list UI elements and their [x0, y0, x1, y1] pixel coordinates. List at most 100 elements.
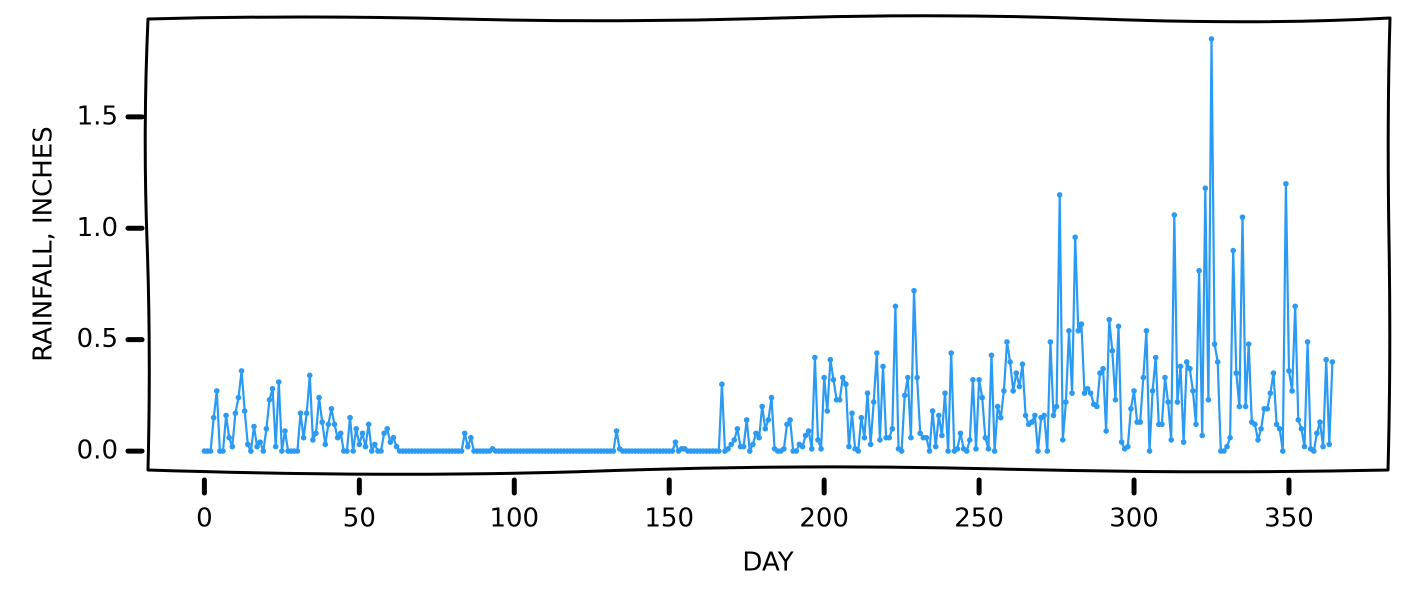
data-point	[1258, 425, 1264, 432]
data-point	[784, 421, 790, 428]
data-point	[1214, 359, 1221, 365]
data-point	[1320, 443, 1326, 450]
data-point	[781, 446, 787, 452]
data-point	[870, 399, 877, 405]
x-tick-label: 0	[196, 504, 213, 534]
data-point	[824, 408, 831, 414]
data-point	[917, 430, 924, 437]
data-point	[1279, 448, 1286, 454]
data-point	[1069, 390, 1075, 396]
data-point	[1276, 425, 1283, 432]
data-point	[331, 421, 338, 428]
data-point	[372, 441, 378, 448]
data-point	[1177, 363, 1184, 370]
data-point	[967, 437, 973, 443]
data-point	[232, 410, 239, 416]
data-point	[387, 439, 394, 445]
data-point	[1180, 439, 1187, 445]
data-point	[1255, 437, 1261, 443]
data-point	[1199, 432, 1206, 439]
data-point	[812, 354, 818, 361]
data-point	[750, 441, 756, 448]
data-point	[1230, 247, 1237, 254]
data-point	[839, 374, 846, 381]
data-point	[325, 421, 332, 428]
data-point	[889, 425, 896, 432]
x-axis-label: DAY	[742, 548, 793, 578]
data-point	[1289, 388, 1295, 394]
data-point	[350, 448, 356, 454]
data-point	[300, 434, 307, 441]
data-point	[1063, 399, 1069, 405]
data-point	[1208, 36, 1215, 42]
data-point	[272, 443, 279, 450]
data-point	[1270, 370, 1277, 376]
data-point	[244, 441, 251, 448]
data-point	[976, 376, 982, 383]
data-point	[734, 425, 741, 432]
data-point	[269, 385, 276, 392]
data-point	[1292, 303, 1298, 310]
data-point	[997, 414, 1004, 421]
data-point	[1239, 214, 1246, 220]
data-point	[393, 443, 400, 450]
data-point	[226, 434, 232, 441]
data-point	[1109, 348, 1116, 354]
data-point	[384, 425, 391, 432]
data-point	[1174, 399, 1181, 405]
data-point	[1004, 339, 1010, 345]
data-point	[1087, 390, 1094, 396]
data-point	[846, 443, 852, 450]
data-point	[368, 448, 375, 454]
data-point	[1103, 428, 1109, 434]
data-point	[238, 368, 245, 374]
data-point	[1007, 359, 1013, 365]
data-point	[963, 448, 970, 454]
axes-frame	[143, 14, 1392, 476]
data-point	[715, 448, 722, 454]
data-point	[725, 446, 731, 452]
data-point	[802, 432, 809, 439]
data-point	[303, 410, 310, 416]
data-point	[1081, 390, 1088, 396]
data-point	[991, 448, 998, 454]
data-point	[365, 421, 372, 428]
data-point	[362, 443, 369, 450]
data-point	[610, 448, 617, 454]
data-point	[279, 448, 285, 454]
data-point	[1314, 430, 1320, 437]
data-line	[204, 37, 1334, 453]
data-point	[855, 448, 862, 454]
x-tick-label: 250	[954, 504, 1004, 534]
data-point	[1059, 437, 1066, 443]
data-point	[970, 376, 976, 383]
data-point	[1267, 390, 1274, 396]
data-point	[861, 434, 868, 441]
data-point	[1196, 267, 1202, 274]
data-point	[836, 397, 843, 403]
data-point	[827, 356, 834, 363]
data-point	[994, 403, 1001, 410]
data-point	[1162, 374, 1168, 381]
data-point	[973, 446, 979, 452]
data-point	[297, 410, 304, 416]
data-point	[229, 443, 236, 450]
data-point	[1317, 419, 1323, 425]
data-point	[1329, 359, 1336, 365]
data-point	[815, 437, 821, 443]
data-point	[1152, 354, 1159, 361]
data-point	[328, 405, 335, 412]
data-point	[719, 381, 725, 388]
data-point	[1304, 339, 1311, 345]
data-point	[1283, 180, 1289, 187]
data-point	[1001, 388, 1007, 394]
data-point	[356, 441, 363, 448]
data-point	[936, 412, 942, 419]
data-point	[313, 430, 319, 437]
data-point	[672, 439, 679, 445]
data-point	[1233, 370, 1240, 376]
data-point	[926, 448, 933, 454]
data-point	[248, 448, 254, 454]
y-tick-label: 0.0	[77, 436, 118, 466]
